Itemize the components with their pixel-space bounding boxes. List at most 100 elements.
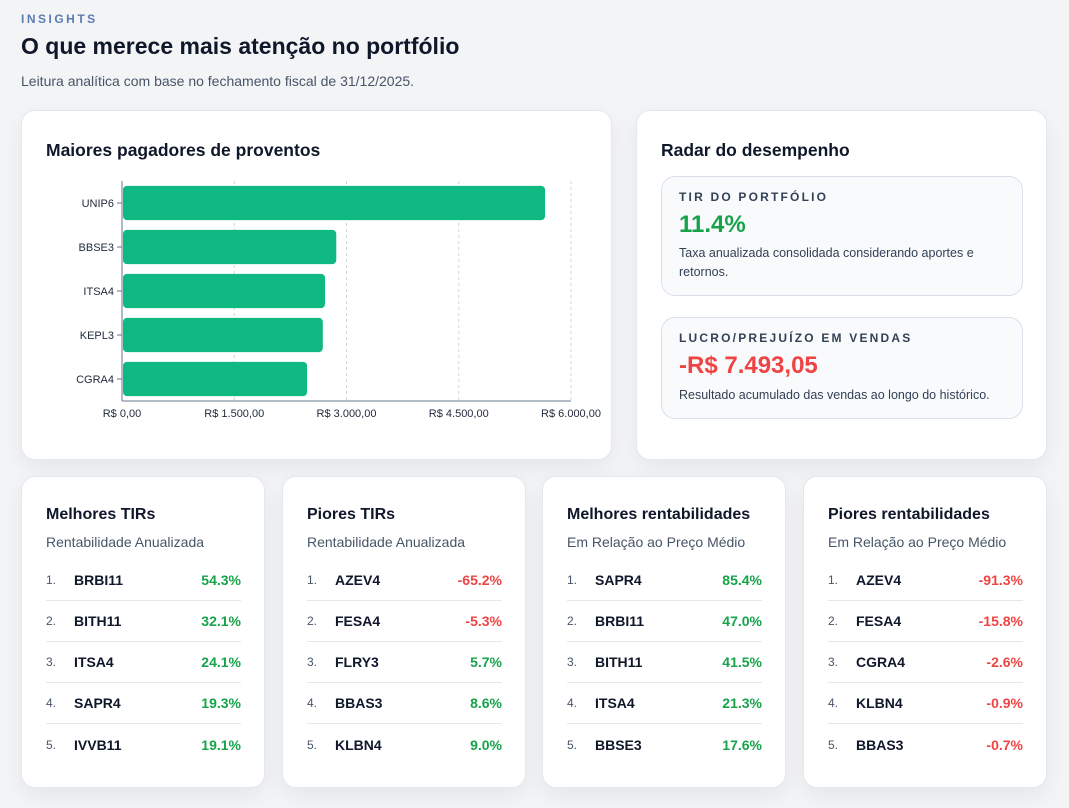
ranking-value: 41.5% xyxy=(722,654,762,670)
ranking-ticker: CGRA4 xyxy=(856,654,906,670)
ranking-position: 3. xyxy=(828,655,839,669)
ranking-subtitle: Em Relação ao Preço Médio xyxy=(828,534,1007,550)
ranking-row: 5. IVVB11 19.1% xyxy=(46,724,241,765)
ranking-value: -0.9% xyxy=(986,695,1023,711)
ranking-value: -15.8% xyxy=(978,613,1023,629)
ranking-list: 1. SAPR4 85.4% 2. BRBI11 47.0% 3. BITH11 41.5% 4.… xyxy=(567,560,762,765)
bar-kepl3[interactable] xyxy=(123,317,323,353)
ranking-ticker: BBAS3 xyxy=(335,695,383,711)
ranking-row: 3. ITSA4 24.1% xyxy=(46,642,241,683)
y-tick-label: ITSA4 xyxy=(83,286,114,298)
ranking-ticker: AZEV4 xyxy=(335,572,381,588)
ranking-ticker: IVVB11 xyxy=(74,736,122,753)
ranking-position: 4. xyxy=(46,696,57,710)
ranking-row: 2. FESA4 -15.8% xyxy=(828,601,1023,642)
ranking-value: 21.3% xyxy=(722,695,762,711)
ranking-value: 19.3% xyxy=(201,695,241,711)
page-title: O que merece mais atenção no portfólio xyxy=(21,33,460,59)
ranking-subtitle: Em Relação ao Preço Médio xyxy=(567,534,746,550)
x-tick-label: R$ 0,00 xyxy=(103,408,142,420)
y-tick-label: CGRA4 xyxy=(76,374,114,386)
ranking-title: Piores rentabilidades xyxy=(828,506,990,523)
ranking-row: 2. BITH11 32.1% xyxy=(46,601,241,642)
ranking-ticker: AZEV4 xyxy=(856,572,902,588)
ranking-row: 4. BBAS3 8.6% xyxy=(307,683,502,724)
performance-radar-card: Radar do desempenho TIR DO PORTFÓLIO 11.… xyxy=(636,110,1047,460)
ranking-title: Melhores rentabilidades xyxy=(567,506,751,523)
ranking-position: 1. xyxy=(307,573,318,587)
ranking-list: 1. AZEV4 -65.2% 2. FESA4 -5.3% 3. FLRY3 5.7% 4. BB… xyxy=(307,560,502,765)
ranking-ticker: KLBN4 xyxy=(856,695,903,711)
ranking-value: -5.3% xyxy=(465,613,502,629)
dividends-bar-chart: R$ 0,00 R$ 1.500,00 R$ 3.000,00 R$ 4.500,00… xyxy=(76,181,601,420)
ranking-ticker: KLBN4 xyxy=(335,736,382,753)
ranking-position: 5. xyxy=(46,737,57,752)
ranking-position: 2. xyxy=(828,614,839,628)
ranking-position: 4. xyxy=(828,696,839,710)
ranking-value: 54.3% xyxy=(201,572,241,588)
worst-returns-card: Piores rentabilidades Em Relação ao Preç… xyxy=(803,476,1047,788)
ranking-ticker: BITH11 xyxy=(595,654,643,670)
ranking-ticker: FESA4 xyxy=(856,613,902,629)
page-subtitle: Leitura analítica com base no fechamento… xyxy=(21,73,415,89)
ranking-row: 1. AZEV4 -91.3% xyxy=(828,560,1023,601)
ranking-position: 5. xyxy=(567,737,578,752)
ranking-list: 1. BRBI11 54.3% 2. BITH11 32.1% 3. ITSA4 24.1% 4.… xyxy=(46,560,241,765)
ranking-position: 1. xyxy=(567,573,578,587)
x-tick-label: R$ 6.000,00 xyxy=(541,408,601,420)
ranking-position: 5. xyxy=(828,737,839,752)
dividends-chart-card: R$ 0,00 R$ 1.500,00 R$ 3.000,00 R$ 4.500,00… xyxy=(21,110,612,460)
bar-bbse3[interactable] xyxy=(123,229,337,265)
ranking-value: 9.0% xyxy=(470,736,502,753)
ranking-position: 2. xyxy=(46,614,57,628)
ranking-row: 3. CGRA4 -2.6% xyxy=(828,642,1023,683)
ranking-ticker: BITH11 xyxy=(74,613,122,629)
ranking-row: 4. SAPR4 19.3% xyxy=(46,683,241,724)
ranking-row: 3. FLRY3 5.7% xyxy=(307,642,502,683)
ranking-value: 5.7% xyxy=(470,654,502,670)
bar-cgra4[interactable] xyxy=(123,361,308,397)
ranking-row: 5. BBAS3 -0.7% xyxy=(828,724,1023,765)
ranking-title: Melhores TIRs xyxy=(46,506,156,523)
ranking-ticker: FESA4 xyxy=(335,613,381,629)
y-tick-label: KEPL3 xyxy=(80,330,114,342)
ranking-value: 85.4% xyxy=(722,572,762,588)
y-tick-label: BBSE3 xyxy=(79,242,114,254)
ranking-ticker: SAPR4 xyxy=(74,695,121,711)
x-tick-label: R$ 1.500,00 xyxy=(204,408,264,420)
tir-value: 11.4% xyxy=(679,211,746,238)
ranking-row: 3. BITH11 41.5% xyxy=(567,642,762,683)
ranking-position: 3. xyxy=(567,655,578,669)
ranking-row: 2. BRBI11 47.0% xyxy=(567,601,762,642)
ranking-position: 1. xyxy=(46,573,57,587)
ranking-row: 1. BRBI11 54.3% xyxy=(46,560,241,601)
section-eyebrow: INSIGHTS xyxy=(21,12,98,26)
ranking-position: 4. xyxy=(567,696,578,710)
y-tick-label: UNIP6 xyxy=(82,198,114,210)
ranking-title: Piores TIRs xyxy=(307,506,396,523)
sales-profit-description: Resultado acumulado das vendas ao longo … xyxy=(679,388,990,402)
x-tick-label: R$ 3.000,00 xyxy=(317,408,377,420)
ranking-value: -65.2% xyxy=(457,572,502,588)
sales-profit-label: LUCRO/PREJUÍZO EM VENDAS xyxy=(679,331,913,345)
tir-label: TIR DO PORTFÓLIO xyxy=(679,190,829,204)
ranking-ticker: BRBI11 xyxy=(74,572,124,588)
tir-metric-box: TIR DO PORTFÓLIO 11.4% Taxa anualizada c… xyxy=(661,176,1023,296)
ranking-ticker: ITSA4 xyxy=(595,695,635,711)
ranking-value: 19.1% xyxy=(201,736,241,753)
tir-description: Taxa anualizada consolidada considerando… xyxy=(679,246,974,279)
bar-unip6[interactable] xyxy=(123,185,546,221)
ranking-value: 24.1% xyxy=(201,654,241,670)
ranking-ticker: BBSE3 xyxy=(595,736,642,753)
ranking-row: 2. FESA4 -5.3% xyxy=(307,601,502,642)
ranking-row: 4. KLBN4 -0.9% xyxy=(828,683,1023,724)
ranking-ticker: FLRY3 xyxy=(335,654,379,670)
ranking-position: 5. xyxy=(307,737,318,752)
bar-itsa4[interactable] xyxy=(123,273,326,309)
x-tick-label: R$ 4.500,00 xyxy=(429,408,489,420)
ranking-position: 4. xyxy=(307,696,318,710)
ranking-value: 32.1% xyxy=(201,613,241,629)
ranking-list: 1. AZEV4 -91.3% 2. FESA4 -15.8% 3. CGRA4 -2.6% 4.… xyxy=(828,560,1023,765)
ranking-row: 1. SAPR4 85.4% xyxy=(567,560,762,601)
ranking-value: -0.7% xyxy=(986,736,1023,753)
